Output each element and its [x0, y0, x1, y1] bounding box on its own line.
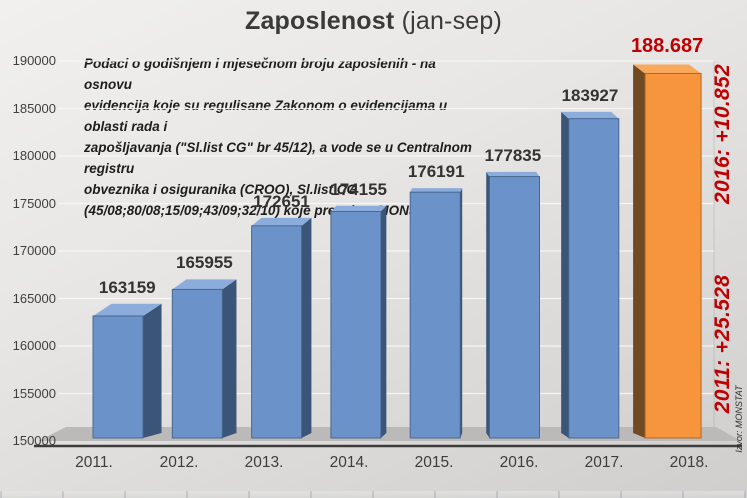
bar-top-face: [330, 205, 387, 212]
x-tick-label: 2011.: [75, 454, 113, 471]
bar-front-face: [568, 118, 620, 439]
bar-top-face: [172, 279, 237, 290]
y-tick-label: 190000: [12, 53, 56, 68]
bar-front-face: [251, 225, 303, 439]
bar-top-face: [93, 303, 162, 316]
bar-front-face: [92, 315, 144, 439]
bar-value-label: 174155: [330, 179, 387, 199]
y-tick-label: 175000: [12, 195, 56, 211]
page-title: Zaposlenost (jan-sep): [0, 7, 747, 36]
y-tick-label: 185000: [12, 100, 56, 116]
bar-front-face: [171, 288, 223, 439]
bottom-edge-decoration: [0, 491, 747, 498]
bar-value-label: 165955: [176, 253, 233, 273]
x-tick-label: 2013.: [244, 454, 284, 471]
bar-side-face: [143, 303, 162, 438]
y-tick-label: 155000: [12, 385, 56, 401]
y-tick-label: 170000: [12, 243, 56, 258]
y-tick-label: 150000: [12, 433, 56, 448]
bar-front-face: [489, 176, 540, 439]
y-tick-label: 165000: [12, 290, 56, 306]
bar-front-face: [644, 72, 702, 439]
y-tick-label: 180000: [12, 148, 56, 163]
title-main: Zaposlenost: [244, 7, 395, 35]
bar-top-face: [633, 64, 702, 74]
bar-value-label: 183927: [561, 85, 619, 105]
x-tick-label: 2017.: [584, 454, 624, 471]
bar-side-face: [561, 111, 569, 439]
bar-side-face: [633, 64, 646, 438]
source-credit: Izvor: MONSTAT: [734, 385, 744, 453]
bar-top-face: [410, 188, 463, 193]
bar-top-face: [486, 171, 540, 177]
bar-front-face: [409, 191, 461, 439]
bar-value-label: 172651: [253, 191, 310, 211]
bar-side-face: [301, 217, 312, 438]
bar-top-face: [561, 111, 619, 119]
annotation-2016-increase: 2016: +10.852: [711, 64, 734, 204]
bar-top-face: [251, 217, 312, 226]
annotation-2011-increase: 2011: +25.528: [711, 274, 734, 414]
y-tick-label: 160000: [12, 338, 56, 353]
bar-value-label: 177835: [484, 145, 542, 165]
bar-value-label: 163159: [98, 277, 156, 297]
bar-side-face: [486, 171, 490, 438]
x-tick-label: 2012.: [159, 454, 199, 471]
bar-value-label: 188.687: [630, 35, 704, 58]
x-tick-label: 2018.: [669, 454, 709, 471]
source-note-text: Podaci o godišnjem i mjesečnom broju zap…: [84, 56, 472, 218]
x-tick-label: 2014.: [329, 454, 369, 471]
x-tick-label: 2016.: [499, 454, 539, 471]
bar-side-face: [380, 205, 387, 438]
bar-front-face: [330, 211, 382, 439]
title-suffix: (jan-sep): [394, 7, 503, 35]
bar-value-label: 176191: [407, 162, 465, 182]
bar-side-face: [222, 279, 237, 438]
x-tick-label: 2015.: [414, 454, 454, 471]
